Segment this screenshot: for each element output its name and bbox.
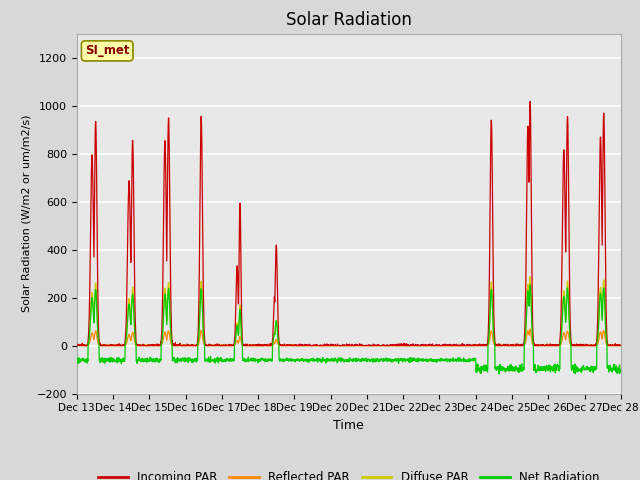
Y-axis label: Solar Radiation (W/m2 or um/m2/s): Solar Radiation (W/m2 or um/m2/s) xyxy=(21,115,31,312)
Legend: Incoming PAR, Reflected PAR, Diffuse PAR, Net Radiation: Incoming PAR, Reflected PAR, Diffuse PAR… xyxy=(93,466,604,480)
X-axis label: Time: Time xyxy=(333,419,364,432)
Title: Solar Radiation: Solar Radiation xyxy=(286,11,412,29)
Text: SI_met: SI_met xyxy=(85,44,129,58)
